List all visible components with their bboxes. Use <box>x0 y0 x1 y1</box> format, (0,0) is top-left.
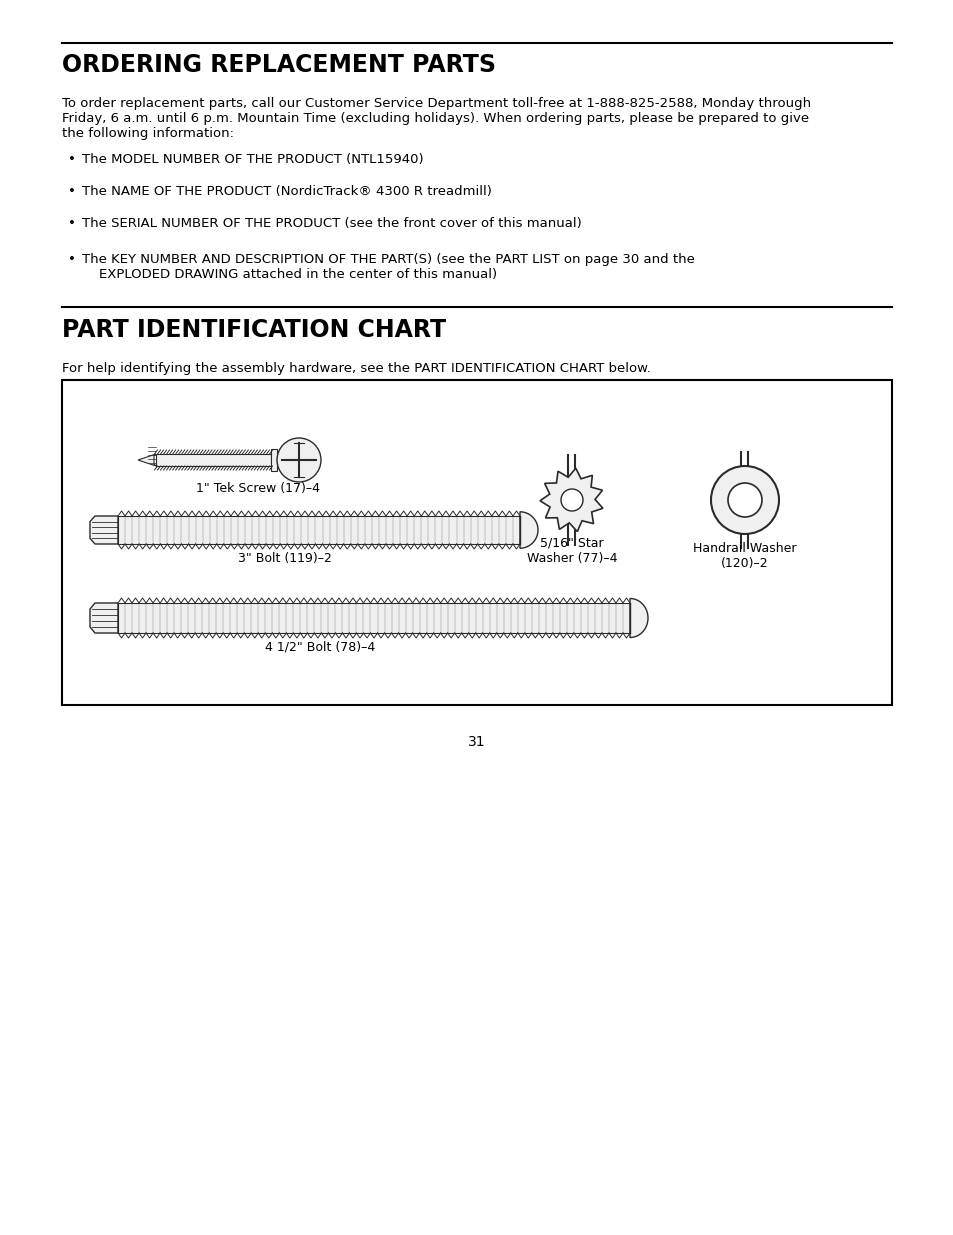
Text: 1" Tek Screw (17)–4: 1" Tek Screw (17)–4 <box>195 482 319 495</box>
Text: Handrail Washer
(120)–2: Handrail Washer (120)–2 <box>693 542 796 571</box>
Text: •: • <box>68 153 76 165</box>
Text: For help identifying the assembly hardware, see the PART IDENTIFICATION CHART be: For help identifying the assembly hardwa… <box>62 362 650 375</box>
Text: •: • <box>68 185 76 198</box>
Bar <box>118 603 629 634</box>
Polygon shape <box>138 454 156 466</box>
Polygon shape <box>539 468 602 531</box>
Bar <box>62 380 891 705</box>
Text: ORDERING REPLACEMENT PARTS: ORDERING REPLACEMENT PARTS <box>62 53 496 77</box>
Circle shape <box>710 466 779 534</box>
Text: 5/16" Star
Washer (77)–4: 5/16" Star Washer (77)–4 <box>526 537 617 564</box>
Circle shape <box>276 438 320 482</box>
Text: The MODEL NUMBER OF THE PRODUCT (NTL15940): The MODEL NUMBER OF THE PRODUCT (NTL1594… <box>82 153 423 165</box>
Text: •: • <box>68 217 76 230</box>
Bar <box>156 454 271 466</box>
Polygon shape <box>90 516 118 543</box>
Text: •: • <box>68 253 76 266</box>
Circle shape <box>560 489 582 511</box>
Bar <box>118 516 519 543</box>
Text: PART IDENTIFICATION CHART: PART IDENTIFICATION CHART <box>62 317 446 342</box>
Text: 31: 31 <box>468 735 485 748</box>
Polygon shape <box>629 599 647 637</box>
Polygon shape <box>519 511 537 548</box>
Bar <box>271 450 276 471</box>
Text: 4 1/2" Bolt (78)–4: 4 1/2" Bolt (78)–4 <box>265 641 375 655</box>
Text: To order replacement parts, call our Customer Service Department toll-free at 1-: To order replacement parts, call our Cus… <box>62 98 810 140</box>
Text: The KEY NUMBER AND DESCRIPTION OF THE PART(S) (see the PART LIST on page 30 and : The KEY NUMBER AND DESCRIPTION OF THE PA… <box>82 253 694 282</box>
Polygon shape <box>90 603 118 634</box>
Text: 3" Bolt (119)–2: 3" Bolt (119)–2 <box>238 552 332 564</box>
Circle shape <box>727 483 761 517</box>
Text: The SERIAL NUMBER OF THE PRODUCT (see the front cover of this manual): The SERIAL NUMBER OF THE PRODUCT (see th… <box>82 217 581 230</box>
Text: The NAME OF THE PRODUCT (NordicTrack® 4300 R treadmill): The NAME OF THE PRODUCT (NordicTrack® 43… <box>82 185 492 198</box>
